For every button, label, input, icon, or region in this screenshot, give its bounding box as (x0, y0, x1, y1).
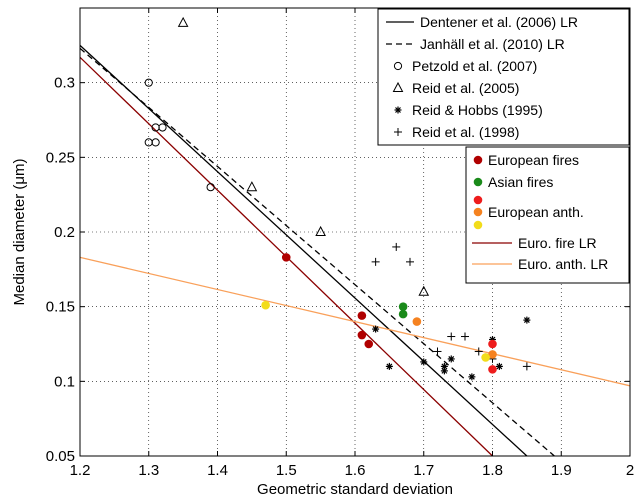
data-point (433, 347, 442, 356)
data-point (206, 183, 215, 192)
legend-marker (473, 155, 483, 165)
x-axis-label: Geometric standard deviation (257, 481, 453, 498)
y-tick-label: 0.25 (46, 149, 75, 166)
data-point (447, 332, 456, 341)
legend-label: Reid et al. (2005) (412, 80, 519, 96)
axis-ticks: 1.2 1.3 1.4 1.5 1.6 1.7 1.8 1.9 2 0.05 0.1 0.15 0.2 0… (46, 8, 634, 479)
legend-label: Reid et al. (1998) (412, 124, 519, 140)
data-point (281, 253, 291, 262)
data-point (357, 311, 367, 320)
data-point (151, 138, 160, 147)
data-point (474, 347, 483, 356)
legend-lower: European fires Asian fires European anth. E… (465, 146, 630, 284)
x-tick-label: 1.6 (345, 462, 366, 479)
data-point (523, 316, 531, 324)
legend-label: Dentener et al. (2006) LR (420, 14, 578, 30)
legend-label: Asian fires (488, 174, 553, 190)
legend-marker (394, 128, 402, 136)
y-tick-label: 0.1 (54, 373, 75, 390)
legend-label: Euro. fire LR (518, 235, 597, 251)
x-tick-label: 1.3 (138, 462, 159, 479)
data-point (420, 358, 428, 366)
legend-label: European fires (488, 152, 579, 168)
data-point (440, 367, 448, 375)
data-point (364, 339, 374, 349)
data-point (246, 181, 258, 192)
data-point (372, 325, 380, 333)
data-point (481, 353, 490, 362)
regression-line (80, 256, 630, 387)
legend-marker (473, 220, 483, 230)
legend-lower-box (465, 146, 630, 284)
data-point (315, 225, 326, 236)
legend-label: European anth. (488, 204, 584, 220)
x-tick-label: 1.4 (207, 462, 228, 479)
data-point (144, 78, 153, 87)
x-tick-label: 1.9 (551, 462, 572, 479)
data-point (461, 332, 469, 341)
data-points (144, 16, 531, 381)
legend-label: Euro. anth. LR (518, 256, 608, 272)
legend-label: Petzold et al. (2007) (412, 58, 537, 74)
legend-marker (394, 106, 402, 114)
legend-marker (392, 81, 404, 92)
x-tick-label: 2 (626, 462, 634, 479)
x-tick-label: 1.8 (482, 462, 503, 479)
x-tick-label: 1.2 (70, 462, 91, 479)
data-point (468, 373, 476, 381)
data-point (371, 257, 380, 266)
y-tick-label: 0.3 (54, 75, 75, 92)
data-point (495, 362, 503, 370)
y-tick-label: 0.15 (46, 299, 75, 316)
data-point (488, 350, 497, 359)
data-point (392, 242, 401, 251)
y-tick-label: 0.2 (54, 224, 75, 241)
regression-line (80, 47, 555, 456)
data-point (406, 257, 414, 266)
y-axis-label: Median diameter (μm) (11, 158, 28, 305)
x-tick-label: 1.5 (276, 462, 297, 479)
legend-marker (473, 207, 483, 217)
data-point (488, 339, 497, 349)
data-point (357, 330, 367, 340)
data-point (261, 300, 270, 310)
data-point (398, 302, 408, 311)
legend-marker (393, 61, 403, 71)
legend-marker (473, 177, 483, 187)
data-point (398, 309, 408, 319)
regression-line (80, 44, 528, 456)
legend-upper-box (377, 8, 630, 146)
y-tick-label: 0.05 (46, 448, 75, 465)
legend-label: Reid & Hobbs (1995) (412, 102, 543, 118)
legend-label: Janhäll et al. (2010) LR (420, 36, 565, 52)
data-point (385, 362, 393, 370)
data-point (488, 365, 497, 374)
data-point (418, 285, 430, 296)
data-point (158, 123, 167, 132)
data-point (412, 317, 422, 326)
data-point (447, 355, 455, 363)
x-tick-label: 1.7 (413, 462, 434, 479)
legend-marker (473, 195, 483, 205)
data-point (522, 362, 531, 371)
data-point (177, 16, 189, 27)
legend-upper: Dentener et al. (2006) LR Janhäll et al. … (377, 8, 630, 146)
